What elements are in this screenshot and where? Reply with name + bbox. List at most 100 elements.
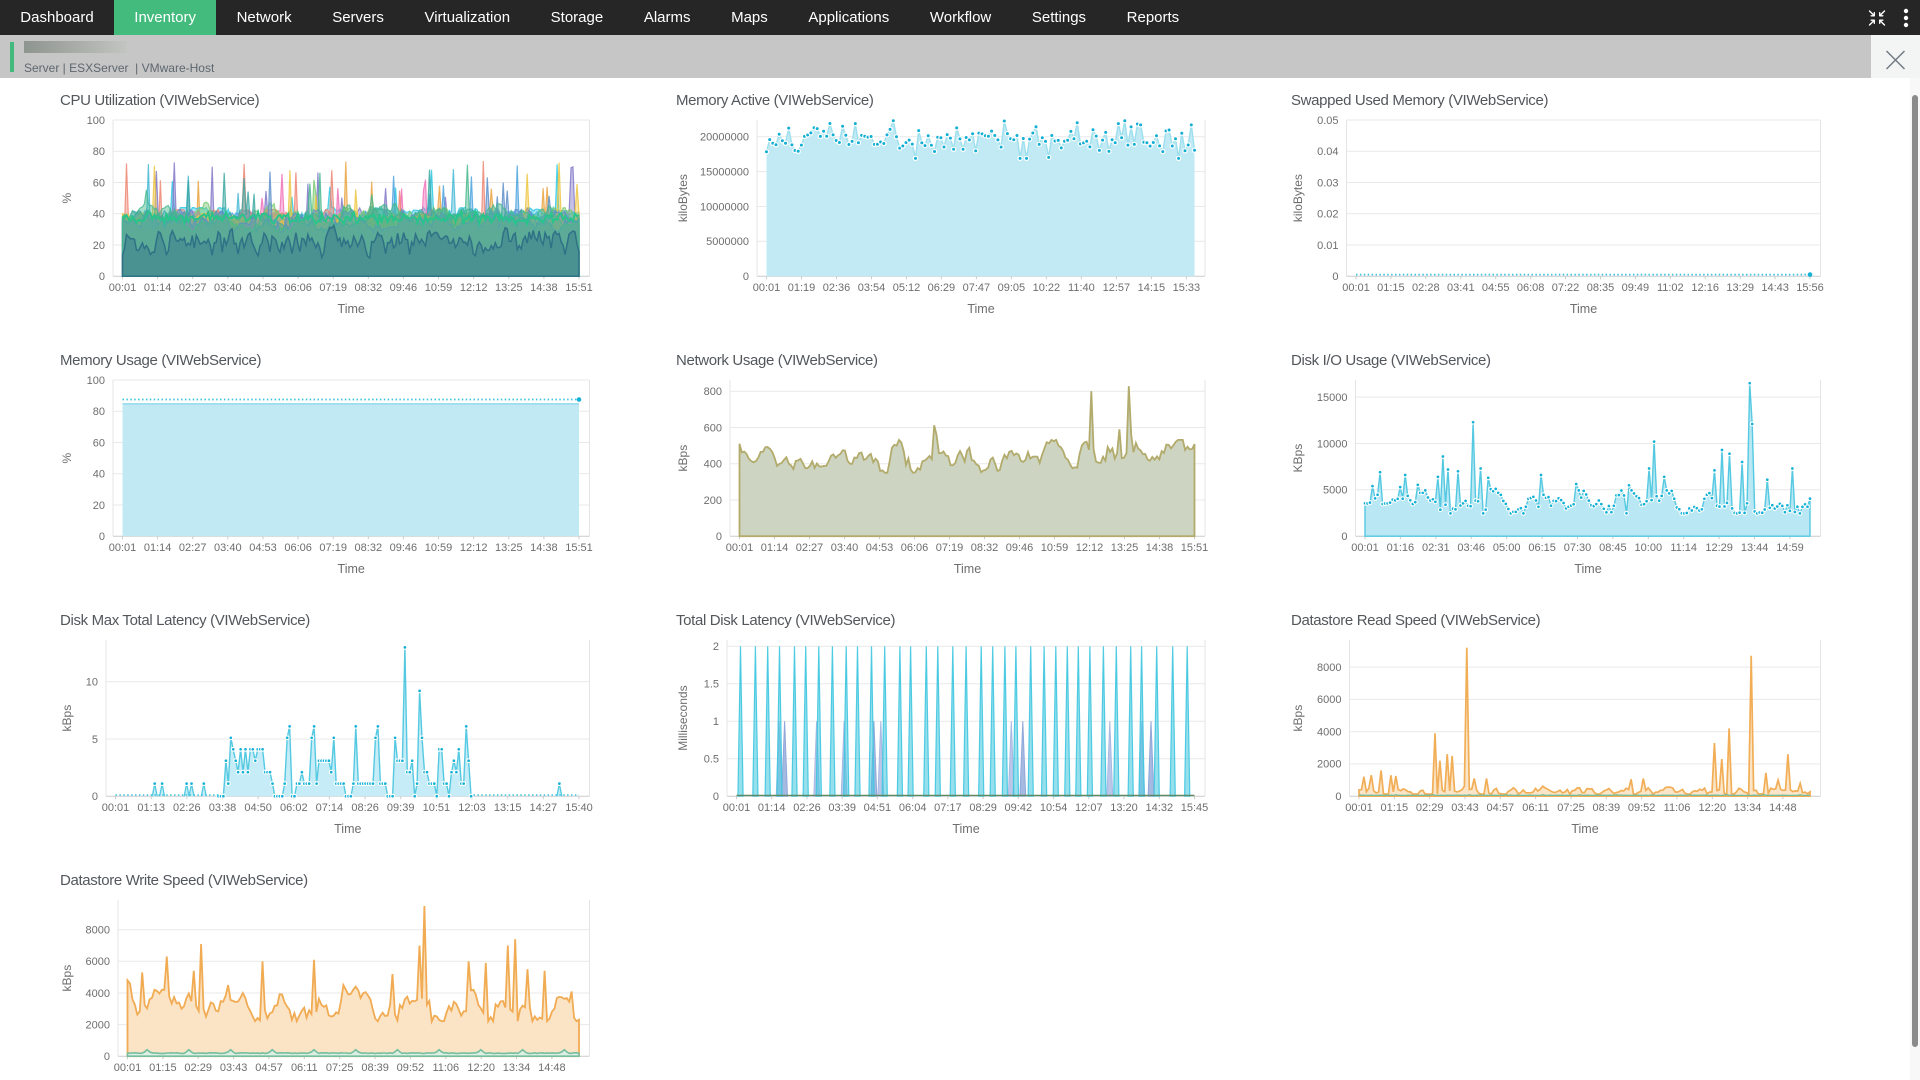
svg-text:12:03: 12:03 [458, 802, 486, 814]
svg-text:07:14: 07:14 [316, 802, 344, 814]
svg-text:04:53: 04:53 [866, 542, 894, 554]
svg-text:00:01: 00:01 [753, 282, 781, 294]
svg-text:06:06: 06:06 [284, 282, 312, 294]
svg-text:07:17: 07:17 [934, 802, 962, 814]
svg-text:60: 60 [93, 177, 105, 189]
svg-text:10:51: 10:51 [423, 802, 451, 814]
svg-text:10:59: 10:59 [425, 542, 453, 554]
svg-text:0: 0 [1341, 531, 1347, 543]
svg-text:02:26: 02:26 [173, 802, 201, 814]
svg-text:12:20: 12:20 [467, 1062, 495, 1074]
svg-text:01:13: 01:13 [137, 802, 165, 814]
svg-text:09:46: 09:46 [390, 542, 418, 554]
svg-text:Time: Time [952, 822, 979, 836]
svg-text:01:19: 01:19 [788, 282, 816, 294]
svg-text:0: 0 [1332, 271, 1338, 283]
svg-text:5000000: 5000000 [706, 236, 749, 248]
svg-text:07:25: 07:25 [326, 1062, 354, 1074]
svg-text:14:38: 14:38 [530, 282, 558, 294]
svg-text:02:31: 02:31 [1422, 542, 1450, 554]
svg-text:0: 0 [716, 531, 722, 543]
svg-text:14:48: 14:48 [1769, 802, 1797, 814]
svg-text:8000: 8000 [1317, 662, 1341, 674]
svg-text:00:01: 00:01 [723, 802, 751, 814]
svg-text:10:54: 10:54 [1040, 802, 1068, 814]
svg-text:03:41: 03:41 [1447, 282, 1475, 294]
svg-text:0.01: 0.01 [1317, 240, 1338, 252]
svg-text:04:51: 04:51 [864, 802, 892, 814]
svg-text:Time: Time [338, 302, 365, 316]
svg-text:02:26: 02:26 [793, 802, 821, 814]
svg-text:20000000: 20000000 [700, 132, 749, 144]
svg-text:09:52: 09:52 [1628, 802, 1656, 814]
svg-text:20: 20 [93, 500, 105, 512]
svg-text:KBps: KBps [1291, 444, 1305, 473]
svg-text:00:01: 00:01 [726, 542, 754, 554]
svg-text:13:20: 13:20 [1110, 802, 1138, 814]
svg-text:11:40: 11:40 [1068, 282, 1095, 294]
svg-text:80: 80 [93, 146, 105, 158]
svg-text:07:19: 07:19 [936, 542, 964, 554]
svg-text:13:44: 13:44 [1741, 542, 1769, 554]
svg-text:09:46: 09:46 [1006, 542, 1034, 554]
svg-text:03:40: 03:40 [214, 542, 242, 554]
svg-text:07:25: 07:25 [1557, 802, 1585, 814]
svg-text:Milliseconds: Milliseconds [676, 685, 690, 750]
svg-text:0.03: 0.03 [1317, 177, 1338, 189]
svg-text:4000: 4000 [86, 988, 110, 1000]
svg-text:15:33: 15:33 [1173, 282, 1201, 294]
svg-text:00:01: 00:01 [1342, 282, 1370, 294]
svg-text:07:30: 07:30 [1564, 542, 1592, 554]
svg-text:15000: 15000 [1317, 392, 1348, 404]
svg-text:80: 80 [93, 406, 105, 418]
svg-text:00:01: 00:01 [114, 1062, 142, 1074]
svg-text:09:05: 09:05 [998, 282, 1026, 294]
svg-text:14:48: 14:48 [538, 1062, 566, 1074]
svg-text:00:01: 00:01 [109, 542, 137, 554]
svg-text:60: 60 [93, 437, 105, 449]
svg-text:200: 200 [704, 495, 722, 507]
svg-text:kBps: kBps [1291, 705, 1305, 732]
svg-text:Time: Time [954, 562, 981, 576]
svg-text:01:14: 01:14 [761, 542, 789, 554]
svg-text:40: 40 [93, 209, 105, 221]
svg-text:04:50: 04:50 [244, 802, 272, 814]
svg-text:07:22: 07:22 [1552, 282, 1580, 294]
svg-text:Time: Time [1574, 562, 1601, 576]
svg-text:02:27: 02:27 [796, 542, 824, 554]
svg-text:00:01: 00:01 [1345, 802, 1373, 814]
svg-text:03:38: 03:38 [209, 802, 237, 814]
svg-text:13:34: 13:34 [1734, 802, 1762, 814]
svg-text:15000000: 15000000 [700, 166, 749, 178]
svg-text:100: 100 [87, 375, 105, 387]
svg-text:01:16: 01:16 [1387, 542, 1415, 554]
svg-text:0.05: 0.05 [1317, 115, 1338, 127]
svg-text:600: 600 [704, 422, 722, 434]
svg-text:00:01: 00:01 [109, 282, 137, 294]
svg-text:10000000: 10000000 [700, 201, 749, 213]
svg-text:06:02: 06:02 [280, 802, 308, 814]
svg-text:06:11: 06:11 [291, 1062, 318, 1074]
svg-text:01:14: 01:14 [144, 542, 172, 554]
svg-text:06:04: 06:04 [899, 802, 927, 814]
svg-text:09:39: 09:39 [387, 802, 415, 814]
svg-text:10:59: 10:59 [1041, 542, 1069, 554]
svg-text:09:49: 09:49 [1622, 282, 1650, 294]
svg-text:04:57: 04:57 [255, 1062, 283, 1074]
svg-text:4000: 4000 [1317, 727, 1341, 739]
svg-text:08:26: 08:26 [351, 802, 379, 814]
svg-text:14:27: 14:27 [530, 802, 558, 814]
svg-text:2: 2 [713, 641, 719, 653]
svg-text:2000: 2000 [86, 1019, 110, 1031]
svg-text:0: 0 [713, 791, 719, 803]
svg-text:02:29: 02:29 [184, 1062, 212, 1074]
svg-text:13:25: 13:25 [495, 282, 523, 294]
svg-text:01:14: 01:14 [758, 802, 786, 814]
svg-text:15:56: 15:56 [1796, 282, 1824, 294]
svg-text:14:38: 14:38 [530, 542, 558, 554]
svg-text:800: 800 [704, 386, 722, 398]
svg-text:09:46: 09:46 [390, 282, 418, 294]
svg-text:07:47: 07:47 [963, 282, 991, 294]
svg-text:0: 0 [99, 271, 105, 283]
svg-text:03:40: 03:40 [214, 282, 242, 294]
